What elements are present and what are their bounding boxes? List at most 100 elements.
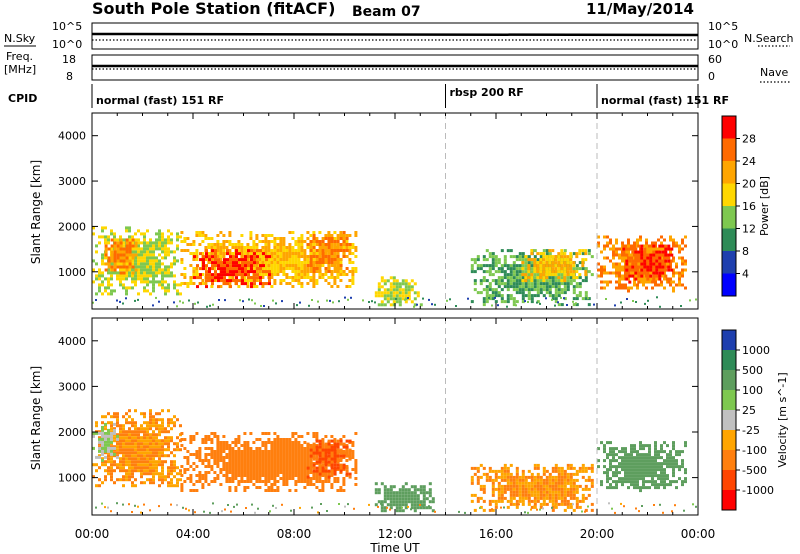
- data-cell: [255, 471, 259, 474]
- data-cell: [243, 447, 247, 450]
- data-cell: [98, 286, 101, 290]
- data-cell: [563, 282, 567, 286]
- data-cell: [634, 256, 638, 260]
- data-cell: [470, 264, 474, 268]
- data-cell: [273, 450, 277, 453]
- data-cell: [312, 249, 316, 252]
- data-cell: [554, 300, 558, 304]
- data-cell: [572, 466, 576, 470]
- data-cell: [600, 280, 603, 284]
- data-cell: [161, 463, 164, 467]
- near-range-cell: [218, 299, 220, 301]
- data-cell: [113, 469, 116, 473]
- data-cell: [211, 279, 214, 283]
- data-cell: [101, 431, 104, 435]
- data-cell: [98, 484, 101, 488]
- data-cell: [198, 471, 202, 474]
- data-cell: [186, 282, 190, 285]
- near-range-cell: [308, 304, 310, 307]
- data-cell: [615, 468, 618, 472]
- data-cell: [521, 484, 525, 488]
- data-cell: [497, 270, 501, 274]
- data-cell: [143, 256, 146, 260]
- data-cell: [621, 459, 624, 463]
- data-cell: [143, 457, 146, 461]
- data-cell: [312, 252, 316, 255]
- data-cell: [500, 493, 504, 497]
- data-cell: [539, 255, 543, 259]
- data-cell: [201, 441, 205, 444]
- data-cell: [413, 291, 417, 295]
- data-cell: [527, 270, 531, 274]
- data-cell: [637, 280, 641, 284]
- data-cell: [146, 424, 149, 428]
- data-cell: [179, 424, 182, 428]
- data-cell: [234, 246, 238, 249]
- data-cell: [646, 262, 650, 266]
- data-cell: [566, 487, 570, 491]
- data-cell: [192, 435, 196, 438]
- data-cell: [279, 453, 283, 456]
- data-cell: [167, 466, 170, 470]
- near-range-cell: [251, 299, 253, 302]
- data-cell: [648, 453, 651, 457]
- data-cell: [569, 481, 573, 485]
- data-cell: [318, 261, 322, 264]
- data-cell: [173, 262, 176, 266]
- data-cell: [122, 427, 125, 431]
- data-cell: [276, 255, 280, 258]
- data-cell: [524, 255, 528, 259]
- data-cell: [255, 270, 259, 273]
- data-cell: [500, 282, 504, 286]
- data-cell: [527, 490, 531, 494]
- data-cell: [113, 253, 117, 257]
- data-cell: [560, 499, 564, 503]
- data-cell: [146, 262, 149, 266]
- data-cell: [179, 478, 182, 482]
- data-cell: [533, 276, 537, 280]
- data-cell: [210, 252, 214, 255]
- data-cell: [479, 496, 483, 500]
- data-cell: [645, 474, 648, 478]
- data-cell: [422, 491, 426, 495]
- data-cell: [494, 291, 498, 295]
- data-cell: [672, 280, 675, 284]
- data-cell: [244, 267, 247, 271]
- data-cell: [262, 270, 265, 274]
- data-cell: [158, 271, 161, 275]
- data-cell: [512, 264, 516, 268]
- data-cell: [234, 456, 238, 459]
- data-cell: [392, 503, 396, 507]
- data-cell: [312, 456, 316, 459]
- data-cell: [101, 259, 104, 263]
- data-cell: [116, 241, 120, 245]
- data-cell: [234, 243, 238, 246]
- data-cell: [318, 466, 322, 470]
- data-cell: [122, 262, 126, 266]
- data-cell: [267, 456, 271, 459]
- data-cell: [640, 268, 644, 272]
- data-cell: [642, 444, 645, 448]
- data-cell: [672, 480, 675, 484]
- data-cell: [149, 415, 152, 419]
- data-cell: [249, 246, 253, 249]
- data-cell: [494, 300, 498, 304]
- data-cell: [152, 250, 155, 254]
- data-cell: [625, 265, 629, 269]
- data-cell: [584, 276, 588, 280]
- data-cell: [170, 271, 173, 275]
- data-cell: [261, 432, 265, 435]
- data-cell: [110, 478, 113, 482]
- data-cell: [98, 466, 101, 470]
- data-cell: [533, 505, 537, 509]
- data-cell: [119, 436, 122, 440]
- data-cell: [237, 450, 241, 453]
- data-cell: [291, 471, 295, 474]
- data-cell: [125, 238, 129, 242]
- data-cell: [354, 432, 358, 435]
- data-cell: [297, 450, 301, 453]
- data-cell: [285, 459, 289, 462]
- data-cell: [488, 273, 492, 277]
- data-cell: [300, 252, 304, 255]
- data-cell: [645, 468, 648, 472]
